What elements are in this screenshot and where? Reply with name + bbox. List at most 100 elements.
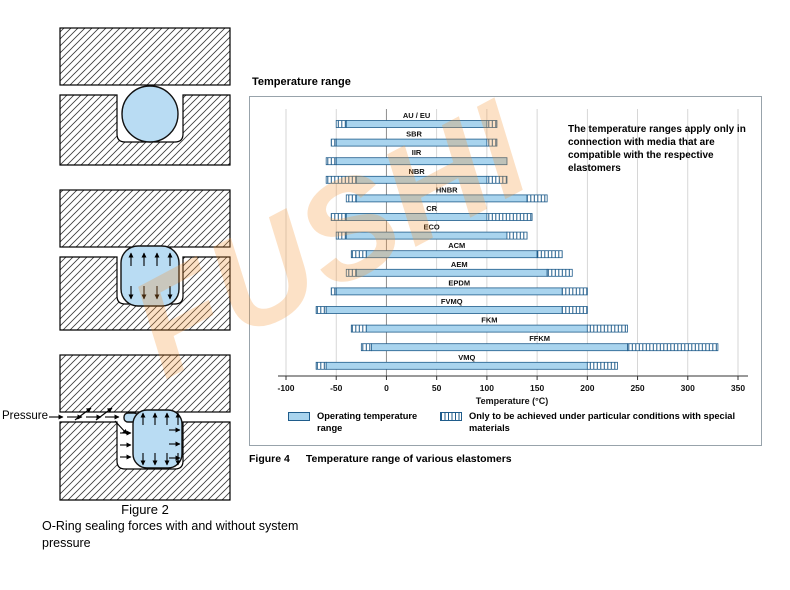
- bar-row: NBR: [325, 167, 508, 184]
- bar-special-high: [486, 138, 498, 147]
- bar-row: AEM: [345, 260, 573, 277]
- bar-row: FFKM: [360, 334, 719, 352]
- bar-row: VMQ: [315, 353, 618, 370]
- bar-label: ECO: [424, 223, 440, 232]
- bar-special-high: [561, 287, 588, 296]
- tick-label: 150: [530, 383, 544, 393]
- legend-label: Operating temperature range: [317, 411, 418, 434]
- bar-special-high: [486, 175, 508, 184]
- bar-special-low: [330, 138, 337, 147]
- upper-block: [59, 27, 231, 86]
- tick-label: 250: [630, 383, 644, 393]
- figure4-caption-label: Figure 4: [249, 453, 290, 465]
- pressure-arrows: [49, 407, 132, 460]
- lower-block-with-groove: [59, 421, 231, 501]
- bar-special-low: [335, 231, 347, 240]
- diagram-oring-installed: [59, 27, 231, 166]
- tick-label: 300: [681, 383, 695, 393]
- bar-special-high: [486, 213, 533, 221]
- bar-special-high: [546, 268, 573, 277]
- bar-main: [370, 343, 628, 352]
- bar-label: SBR: [406, 130, 422, 139]
- o-ring: [121, 85, 179, 143]
- bar-special-low: [345, 194, 357, 203]
- bar-label: FFKM: [529, 334, 550, 343]
- lower-block-with-groove: [59, 256, 231, 331]
- bar-label: NBR: [408, 167, 425, 176]
- bar-special-low: [350, 324, 367, 333]
- legend-swatch-solid: [288, 412, 310, 421]
- bar-row: CR: [330, 204, 533, 221]
- figure2-caption: O-Ring sealing forces with and without s…: [42, 519, 299, 550]
- bar-special-low: [325, 157, 337, 166]
- bar-row: EPDM: [330, 278, 588, 296]
- bar-row: ECO: [335, 223, 528, 240]
- bar-label: EPDM: [448, 278, 470, 287]
- tick-label: -100: [277, 383, 294, 393]
- chart-note: The temperature ranges apply only in con…: [568, 124, 746, 174]
- bar-main: [345, 213, 488, 221]
- lower-block-with-groove: [59, 94, 231, 166]
- tick-label: -50: [330, 383, 343, 393]
- chart-heading: Temperature range: [252, 76, 351, 88]
- bar-label: VMQ: [458, 353, 475, 362]
- pressure-arrow: [74, 407, 92, 421]
- bar-label: FVMQ: [441, 297, 463, 306]
- bar-main: [325, 361, 588, 370]
- upper-block: [59, 189, 231, 248]
- tick-label: 50: [432, 383, 442, 393]
- bar-special-high: [586, 361, 618, 370]
- bar-special-high: [506, 231, 528, 240]
- legend-swatch-hatched: [440, 412, 462, 421]
- bar-special-high: [561, 306, 588, 314]
- bar-row: AU / EU: [335, 111, 498, 128]
- bar-label: AEM: [451, 260, 468, 269]
- bar-row: ACM: [350, 241, 563, 259]
- bar-main: [365, 324, 588, 333]
- bar-main: [355, 175, 488, 184]
- oring-sealing-diagrams: [49, 27, 231, 501]
- bar-special-high: [536, 250, 563, 259]
- tick-label: 200: [580, 383, 594, 393]
- bar-main: [335, 138, 488, 147]
- bar-special-low: [335, 120, 347, 128]
- bar-special-high: [586, 324, 628, 333]
- tick-label: 100: [480, 383, 494, 393]
- bar-special-high: [486, 120, 498, 128]
- bar-main: [345, 120, 488, 128]
- o-ring: [120, 245, 180, 307]
- bar-main: [355, 194, 528, 203]
- bar-special-low: [325, 175, 357, 184]
- sealing-force-arrows: [140, 412, 181, 466]
- bar-special-low: [330, 287, 337, 296]
- bar-special-low: [330, 213, 347, 221]
- bar-label: HNBR: [436, 185, 458, 194]
- diagram-oring-pressurized: [49, 354, 231, 501]
- bar-main: [335, 287, 563, 296]
- legend-special-conditions: Only to be achieved under particular con…: [440, 410, 763, 434]
- bar-special-low: [350, 250, 367, 259]
- sealing-force-arrows: [128, 252, 173, 300]
- pressure-arrow: [95, 407, 113, 421]
- bar-main: [325, 306, 563, 314]
- figure4-caption: Figure 4 Temperature range of various ela…: [249, 453, 512, 465]
- bar-row: FKM: [350, 316, 628, 333]
- upper-block: [59, 354, 231, 413]
- bar-main: [345, 231, 508, 240]
- bar-main: [355, 268, 548, 277]
- bar-row: HNBR: [345, 185, 548, 203]
- pressure-arrow: [114, 420, 128, 435]
- bar-label: IIR: [412, 148, 422, 157]
- bar-row: FVMQ: [315, 297, 588, 314]
- bar-main: [335, 157, 508, 166]
- chart-plot-area: -100 -50 0 50 100 150 200 250 300 350 Temperature …: [277, 109, 748, 406]
- bar-special-low: [360, 343, 372, 352]
- bar-label: ACM: [448, 241, 465, 250]
- bar-label: FKM: [481, 316, 497, 325]
- bar-label: AU / EU: [403, 111, 431, 120]
- tick-label: 350: [731, 383, 745, 393]
- legend-operating-range: Operating temperature range: [288, 410, 440, 434]
- bar-special-low: [345, 268, 357, 277]
- temperature-range-chart: -100 -50 0 50 100 150 200 250 300 350 Temperature …: [249, 96, 762, 446]
